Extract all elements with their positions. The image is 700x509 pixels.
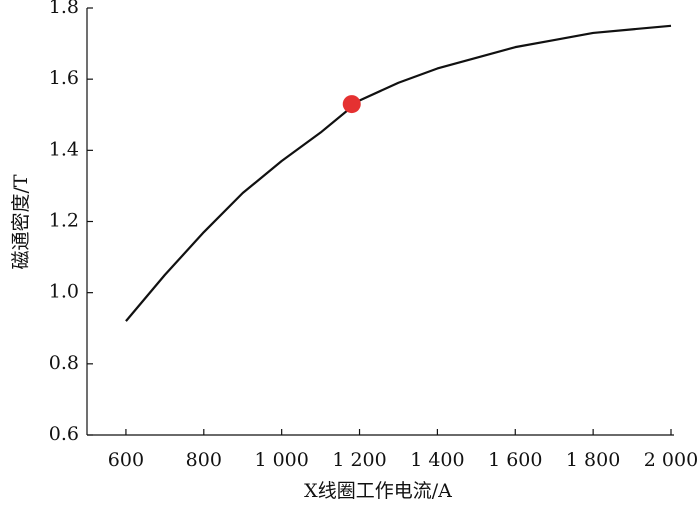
- y-tick-label: 0.6: [49, 423, 79, 445]
- x-tick-label: 800: [186, 449, 222, 471]
- x-tick-label: 2 000: [644, 449, 698, 471]
- x-tick-label: 1 400: [410, 449, 464, 471]
- x-tick-label: 1 000: [254, 449, 308, 471]
- y-tick-label: 1.4: [49, 138, 79, 160]
- x-tick-label: 1 800: [566, 449, 620, 471]
- highlight-point: [342, 95, 361, 114]
- y-tick-label: 1.8: [49, 0, 79, 18]
- y-tick-label: 1.6: [49, 67, 79, 89]
- y-tick-label: 0.8: [49, 352, 79, 374]
- y-tick-label: 1.2: [49, 210, 79, 232]
- x-tick-label: 600: [108, 449, 144, 471]
- x-tick-label: 1 200: [332, 449, 386, 471]
- x-tick-label: 1 600: [488, 449, 542, 471]
- y-tick-label: 1.0: [49, 281, 79, 303]
- y-axis-label: 磁通密度/T: [10, 174, 32, 269]
- line: [125, 24, 672, 322]
- x-axis-label: X线圈工作电流/A: [304, 480, 452, 502]
